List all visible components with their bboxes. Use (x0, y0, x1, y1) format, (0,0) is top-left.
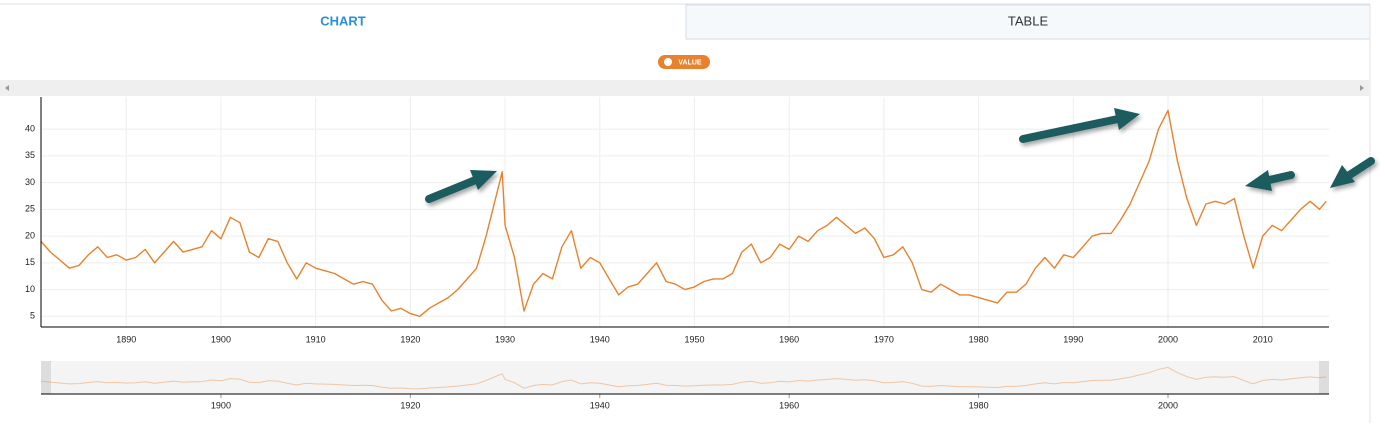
y-tick-label: 30 (25, 177, 35, 187)
navigator-tick-label: 1980 (969, 400, 989, 410)
annotation-arrows (425, 108, 1375, 203)
navigator-tick-label: 1920 (400, 400, 420, 410)
x-tick-label: 1950 (684, 334, 704, 344)
x-tick-label: 1920 (400, 334, 420, 344)
x-tick-label: 2000 (1158, 334, 1178, 344)
navigator[interactable] (41, 361, 1329, 394)
data-line (40, 109, 1327, 317)
x-tick-label: 1900 (211, 334, 231, 344)
scrollbar[interactable] (0, 80, 1370, 96)
x-tick-label: 1940 (590, 334, 610, 344)
y-tick-label: 25 (25, 204, 35, 214)
navigator-handle[interactable] (1319, 361, 1329, 394)
navigator-tick-label: 1940 (590, 400, 610, 410)
tab-label[interactable]: TABLE (1008, 13, 1049, 28)
x-tick-label: 1960 (779, 334, 799, 344)
y-tick-label: 10 (25, 284, 35, 294)
navigator-handle[interactable] (41, 361, 51, 394)
scroll-left[interactable] (5, 85, 9, 91)
x-tick-label: 1930 (495, 334, 515, 344)
y-tick-label: 35 (25, 150, 35, 160)
x-tick-label: 2010 (1253, 334, 1273, 344)
legend-item[interactable] (658, 55, 710, 69)
x-tick-label: 1910 (306, 334, 326, 344)
legend-label[interactable]: VALUE (678, 59, 702, 66)
x-tick-label: 1980 (969, 334, 989, 344)
y-tick-label: 15 (25, 257, 35, 267)
y-tick-label: 40 (25, 123, 35, 133)
navigator-tick-label: 1960 (779, 400, 799, 410)
x-tick-label: 1970 (874, 334, 894, 344)
navigator-tick-label: 1900 (211, 400, 231, 410)
x-tick-label: 1890 (116, 334, 136, 344)
tab-label[interactable]: CHART (320, 13, 366, 28)
y-tick-label: 5 (30, 311, 35, 321)
scroll-right[interactable] (1360, 85, 1364, 91)
navigator-line (40, 366, 1327, 390)
x-tick-label: 1990 (1063, 334, 1083, 344)
navigator-tick-label: 2000 (1158, 400, 1178, 410)
y-tick-label: 20 (25, 230, 35, 240)
table-tab[interactable] (685, 4, 1371, 40)
legend-dot (664, 58, 672, 66)
